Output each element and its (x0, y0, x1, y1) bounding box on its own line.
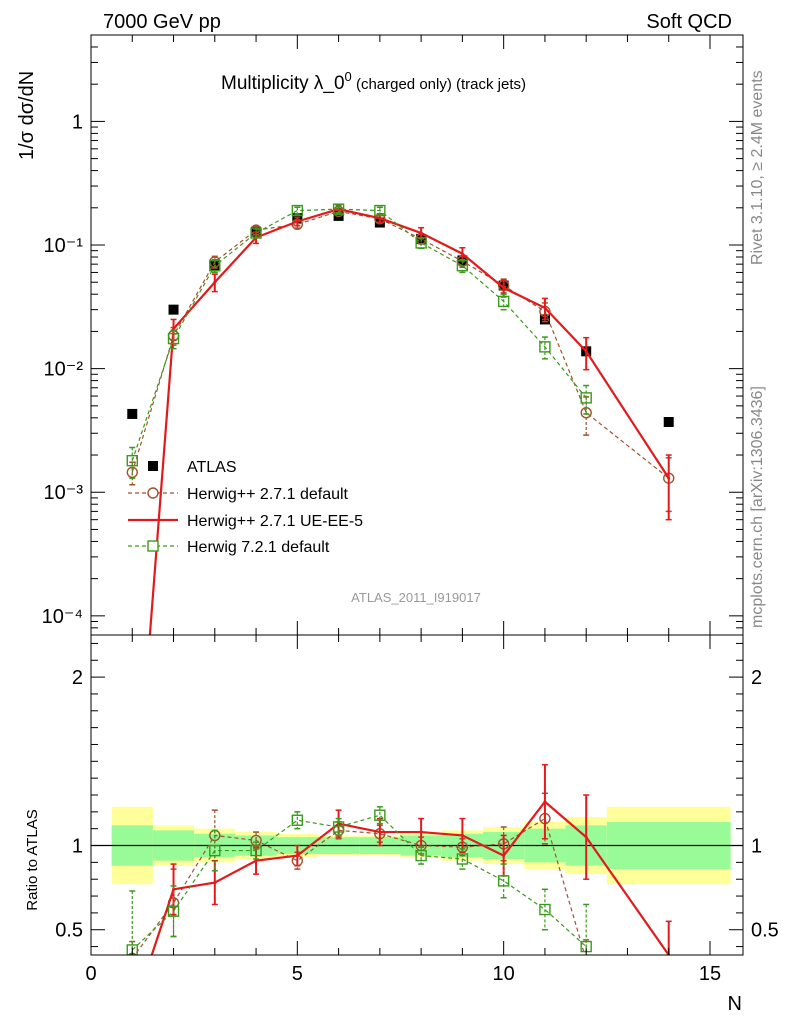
main-point-herwig_ue (543, 306, 547, 310)
ratio-point-herwig_ue (502, 854, 506, 858)
main-point-herwig72 (209, 260, 221, 272)
main-point-atlas (168, 304, 179, 315)
ratio-point-herwig72 (167, 905, 180, 917)
legend: ATLAS Herwig++ 2.7.1 default Herwig++ 2.7.… (128, 459, 363, 556)
ratio-point-herwig_default (583, 954, 589, 955)
ratio-point-herwig72 (250, 844, 262, 857)
ratio-point-herwig72 (539, 903, 551, 916)
main-point-herwig_ue (502, 286, 506, 290)
ratio-y-tick-label: 2 (751, 667, 762, 689)
main-ylabel: 1/σ dσ/dN (16, 71, 38, 160)
main-point-herwig72 (580, 392, 592, 404)
header-left: 7000 GeV pp (103, 11, 221, 33)
ratio-y-tick-label: 2 (72, 667, 83, 689)
ratio-point-herwig_ue (131, 1012, 134, 1015)
main-point-atlas (127, 408, 138, 419)
main-line-herwig_ue (148, 208, 670, 635)
axes: 0 5 10 15 10⁻⁴ 10⁻³ 10⁻² 10⁻¹ 1 0.5 0.5 1 1 2 2 (42, 34, 779, 985)
plot-title: Multiplicity λ_00 (charged only) (track … (221, 69, 526, 94)
ratio-point-herwig72 (291, 814, 304, 826)
main-point-herwig72 (332, 203, 345, 215)
main-point-atlas (663, 417, 674, 428)
y-tick-label: 10⁻¹ (44, 235, 84, 257)
main-point-herwig72 (167, 332, 180, 345)
ratio-point-herwig72 (374, 809, 386, 821)
rivet-label: Rivet 3.1.10, ≥ 2.4M events (749, 70, 766, 265)
legend-label-atlas: ATLAS (187, 459, 237, 476)
ratio-point-herwig_ue (378, 830, 382, 834)
y-tick-label: 10⁻² (44, 359, 84, 381)
ratio-y-tick-label: 0.5 (55, 920, 83, 942)
legend-label-herwig_default: Herwig++ 2.7.1 default (187, 486, 349, 503)
ratio-point-herwig72 (209, 844, 221, 857)
ratio-point-herwig_ue (295, 854, 299, 858)
main-point-herwig_ue (378, 216, 382, 220)
ratio-point-herwig_ue (254, 859, 258, 863)
main-point-herwig72 (497, 295, 510, 308)
main-point-herwig_ue (584, 349, 588, 353)
main-point-herwig72 (456, 260, 469, 272)
y-tick-label: 10⁻⁴ (42, 606, 83, 628)
main-marks (126, 203, 675, 635)
main-point-herwig72 (250, 227, 262, 239)
ratio-point-herwig72 (456, 853, 469, 865)
ratio-point-herwig_ue (584, 835, 588, 839)
ratio-point-herwig_ue (419, 830, 423, 834)
main-point-herwig_ue (460, 252, 464, 256)
ratio-point-herwig72 (332, 821, 345, 833)
main-point-herwig72 (126, 454, 138, 467)
ratio-point-herwig_ue (543, 800, 547, 804)
x-tick-label: 5 (292, 963, 303, 985)
main-point-herwig_ue (419, 231, 423, 235)
main-point-herwig72 (539, 341, 551, 353)
main-point-herwig_ue (213, 280, 217, 284)
ratio-y-tick-label: 1 (751, 836, 762, 858)
main-point-herwig72 (415, 237, 427, 249)
main-point-herwig_ue (295, 219, 299, 223)
main-point-herwig_default (126, 466, 138, 478)
mcplots-label: mcplots.cern.ch [arXiv:1306.3436] (749, 386, 766, 628)
plot-title-main: Multiplicity λ_0 (221, 73, 345, 94)
legend-label-herwig_ue: Herwig++ 2.7.1 UE-EE-5 (187, 513, 363, 530)
ratio-line-herwig_default (134, 817, 586, 955)
ratio-point-herwig72 (415, 849, 427, 862)
legend-label-herwig72: Herwig 7.2.1 default (187, 539, 330, 556)
ratio-point-herwig_ue (460, 833, 464, 837)
main-point-herwig72 (374, 204, 386, 217)
ratio-bands (91, 806, 743, 885)
plot-title-sup: 0 (345, 69, 352, 84)
x-tick-label: 0 (85, 963, 96, 985)
x-tick-label: 10 (493, 963, 515, 985)
x-axis-label: N (728, 993, 742, 1015)
legend-marker-atlas (148, 461, 158, 471)
legend-marker-herwig_default (147, 487, 159, 499)
ratio-y-tick-label: 1 (72, 836, 83, 858)
main-point-herwig_ue (667, 476, 671, 480)
analysis-watermark: ATLAS_2011_I919017 (351, 590, 481, 605)
ratio-point-herwig_ue (172, 887, 176, 891)
main-line-herwig72 (131, 208, 587, 461)
main-point-herwig72 (291, 204, 304, 217)
header-right: Soft QCD (646, 11, 732, 33)
ratio-marks (126, 763, 672, 1015)
y-tick-label: 10⁻³ (44, 482, 84, 504)
plot-title-suffix: (charged only) (track jets) (352, 76, 526, 93)
y-tick-label: 1 (72, 111, 83, 133)
ratio-y-tick-label: 0.5 (751, 920, 779, 942)
x-tick-label: 15 (699, 963, 721, 985)
main-line-herwig_default (131, 210, 670, 479)
ratio-frame (90, 634, 744, 956)
ratio-ylabel: Ratio to ATLAS (24, 809, 41, 910)
legend-marker-herwig72 (147, 540, 159, 552)
ratio-point-herwig72 (497, 875, 510, 887)
ratio-point-herwig_ue (213, 881, 217, 885)
